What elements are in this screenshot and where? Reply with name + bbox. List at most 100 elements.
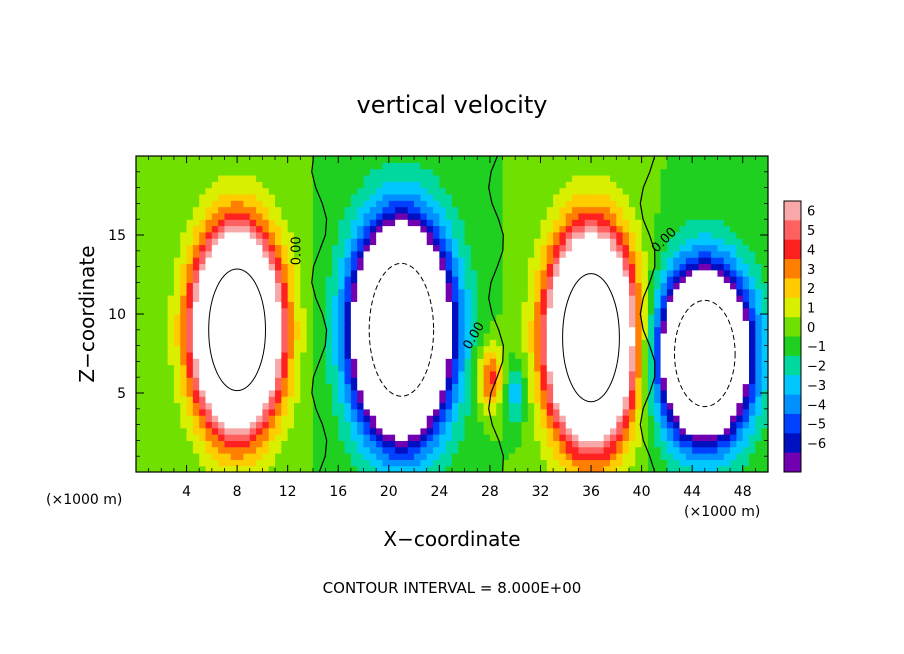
field-cell bbox=[262, 193, 270, 201]
field-cell bbox=[433, 453, 440, 460]
field-cell bbox=[262, 364, 270, 372]
field-cell bbox=[723, 389, 731, 397]
field-cell bbox=[521, 434, 529, 441]
field-cell bbox=[224, 269, 232, 277]
field-cell bbox=[173, 320, 181, 328]
field-cell bbox=[420, 295, 428, 302]
field-cell bbox=[578, 434, 586, 441]
field-cell bbox=[338, 269, 346, 277]
field-cell bbox=[673, 396, 681, 404]
field-cell bbox=[711, 187, 719, 195]
field-cell bbox=[395, 263, 403, 271]
field-cell bbox=[142, 263, 150, 271]
field-cell bbox=[369, 206, 377, 214]
field-cell bbox=[136, 187, 143, 195]
field-cell bbox=[540, 351, 548, 359]
field-cell bbox=[186, 238, 194, 246]
field-cell bbox=[717, 377, 725, 385]
field-cell bbox=[452, 257, 459, 265]
field-cell bbox=[635, 358, 643, 366]
field-cell bbox=[382, 314, 390, 321]
field-cell bbox=[515, 446, 523, 454]
field-cell bbox=[388, 295, 396, 302]
field-cell bbox=[603, 212, 611, 220]
field-cell bbox=[654, 231, 662, 239]
field-cell bbox=[723, 238, 731, 246]
field-cell bbox=[477, 402, 485, 410]
field-cell bbox=[584, 446, 592, 454]
field-cell bbox=[546, 459, 554, 467]
field-cell bbox=[243, 193, 251, 201]
field-cell bbox=[730, 396, 737, 404]
field-cell bbox=[622, 383, 630, 391]
field-cell bbox=[173, 351, 181, 359]
field-cell bbox=[730, 421, 737, 429]
field-cell bbox=[464, 238, 472, 246]
field-cell bbox=[407, 459, 415, 467]
field-cell bbox=[224, 345, 232, 353]
field-cell bbox=[369, 156, 377, 163]
field-cell bbox=[167, 295, 175, 302]
field-cell bbox=[559, 370, 567, 378]
field-cell bbox=[572, 174, 579, 182]
field-cell bbox=[534, 345, 542, 353]
field-cell bbox=[755, 453, 763, 460]
field-cell bbox=[749, 408, 756, 416]
field-cell bbox=[186, 307, 194, 315]
field-cell bbox=[610, 174, 617, 182]
field-cell bbox=[685, 446, 693, 454]
field-cell bbox=[666, 421, 674, 429]
field-cell bbox=[420, 162, 428, 170]
field-cell bbox=[243, 434, 251, 441]
field-cell bbox=[464, 244, 472, 252]
field-cell bbox=[142, 453, 150, 460]
field-cell bbox=[578, 314, 586, 321]
field-cell bbox=[439, 200, 447, 208]
field-cell bbox=[464, 415, 472, 423]
field-cell bbox=[388, 332, 396, 340]
field-cell bbox=[641, 358, 649, 366]
field-cell bbox=[559, 440, 567, 448]
field-cell bbox=[508, 206, 516, 214]
field-cell bbox=[616, 427, 624, 435]
field-cell bbox=[300, 332, 308, 340]
field-cell bbox=[382, 187, 390, 195]
field-cell bbox=[730, 351, 737, 359]
field-cell bbox=[502, 282, 510, 290]
field-cell bbox=[616, 231, 624, 239]
field-cell bbox=[704, 231, 712, 239]
field-cell bbox=[572, 269, 579, 277]
field-cell bbox=[496, 263, 504, 271]
field-cell bbox=[142, 250, 150, 258]
field-cell bbox=[673, 307, 681, 315]
field-cell bbox=[369, 326, 377, 334]
field-cell bbox=[268, 263, 276, 271]
field-cell bbox=[502, 370, 510, 378]
field-cell bbox=[199, 339, 207, 347]
field-cell bbox=[717, 402, 725, 410]
field-cell bbox=[388, 301, 396, 309]
field-cell bbox=[730, 282, 737, 290]
field-cell bbox=[755, 295, 763, 302]
field-cell bbox=[230, 377, 238, 385]
field-cell bbox=[205, 351, 213, 359]
field-cell bbox=[192, 408, 200, 416]
field-cell bbox=[496, 389, 504, 397]
field-cell bbox=[698, 288, 706, 296]
field-cell bbox=[704, 225, 712, 233]
field-cell bbox=[369, 200, 377, 208]
field-cell bbox=[470, 345, 478, 353]
field-cell bbox=[679, 402, 687, 410]
field-cell bbox=[420, 238, 428, 246]
field-cell bbox=[363, 162, 371, 170]
field-cell bbox=[395, 174, 403, 182]
field-cell bbox=[730, 358, 737, 366]
field-cell bbox=[325, 326, 333, 334]
field-cell bbox=[167, 408, 175, 416]
field-cell bbox=[426, 396, 434, 404]
field-cell bbox=[205, 206, 213, 214]
field-cell bbox=[685, 282, 693, 290]
field-cell bbox=[407, 402, 415, 410]
field-cell bbox=[300, 415, 308, 423]
field-cell bbox=[666, 263, 674, 271]
